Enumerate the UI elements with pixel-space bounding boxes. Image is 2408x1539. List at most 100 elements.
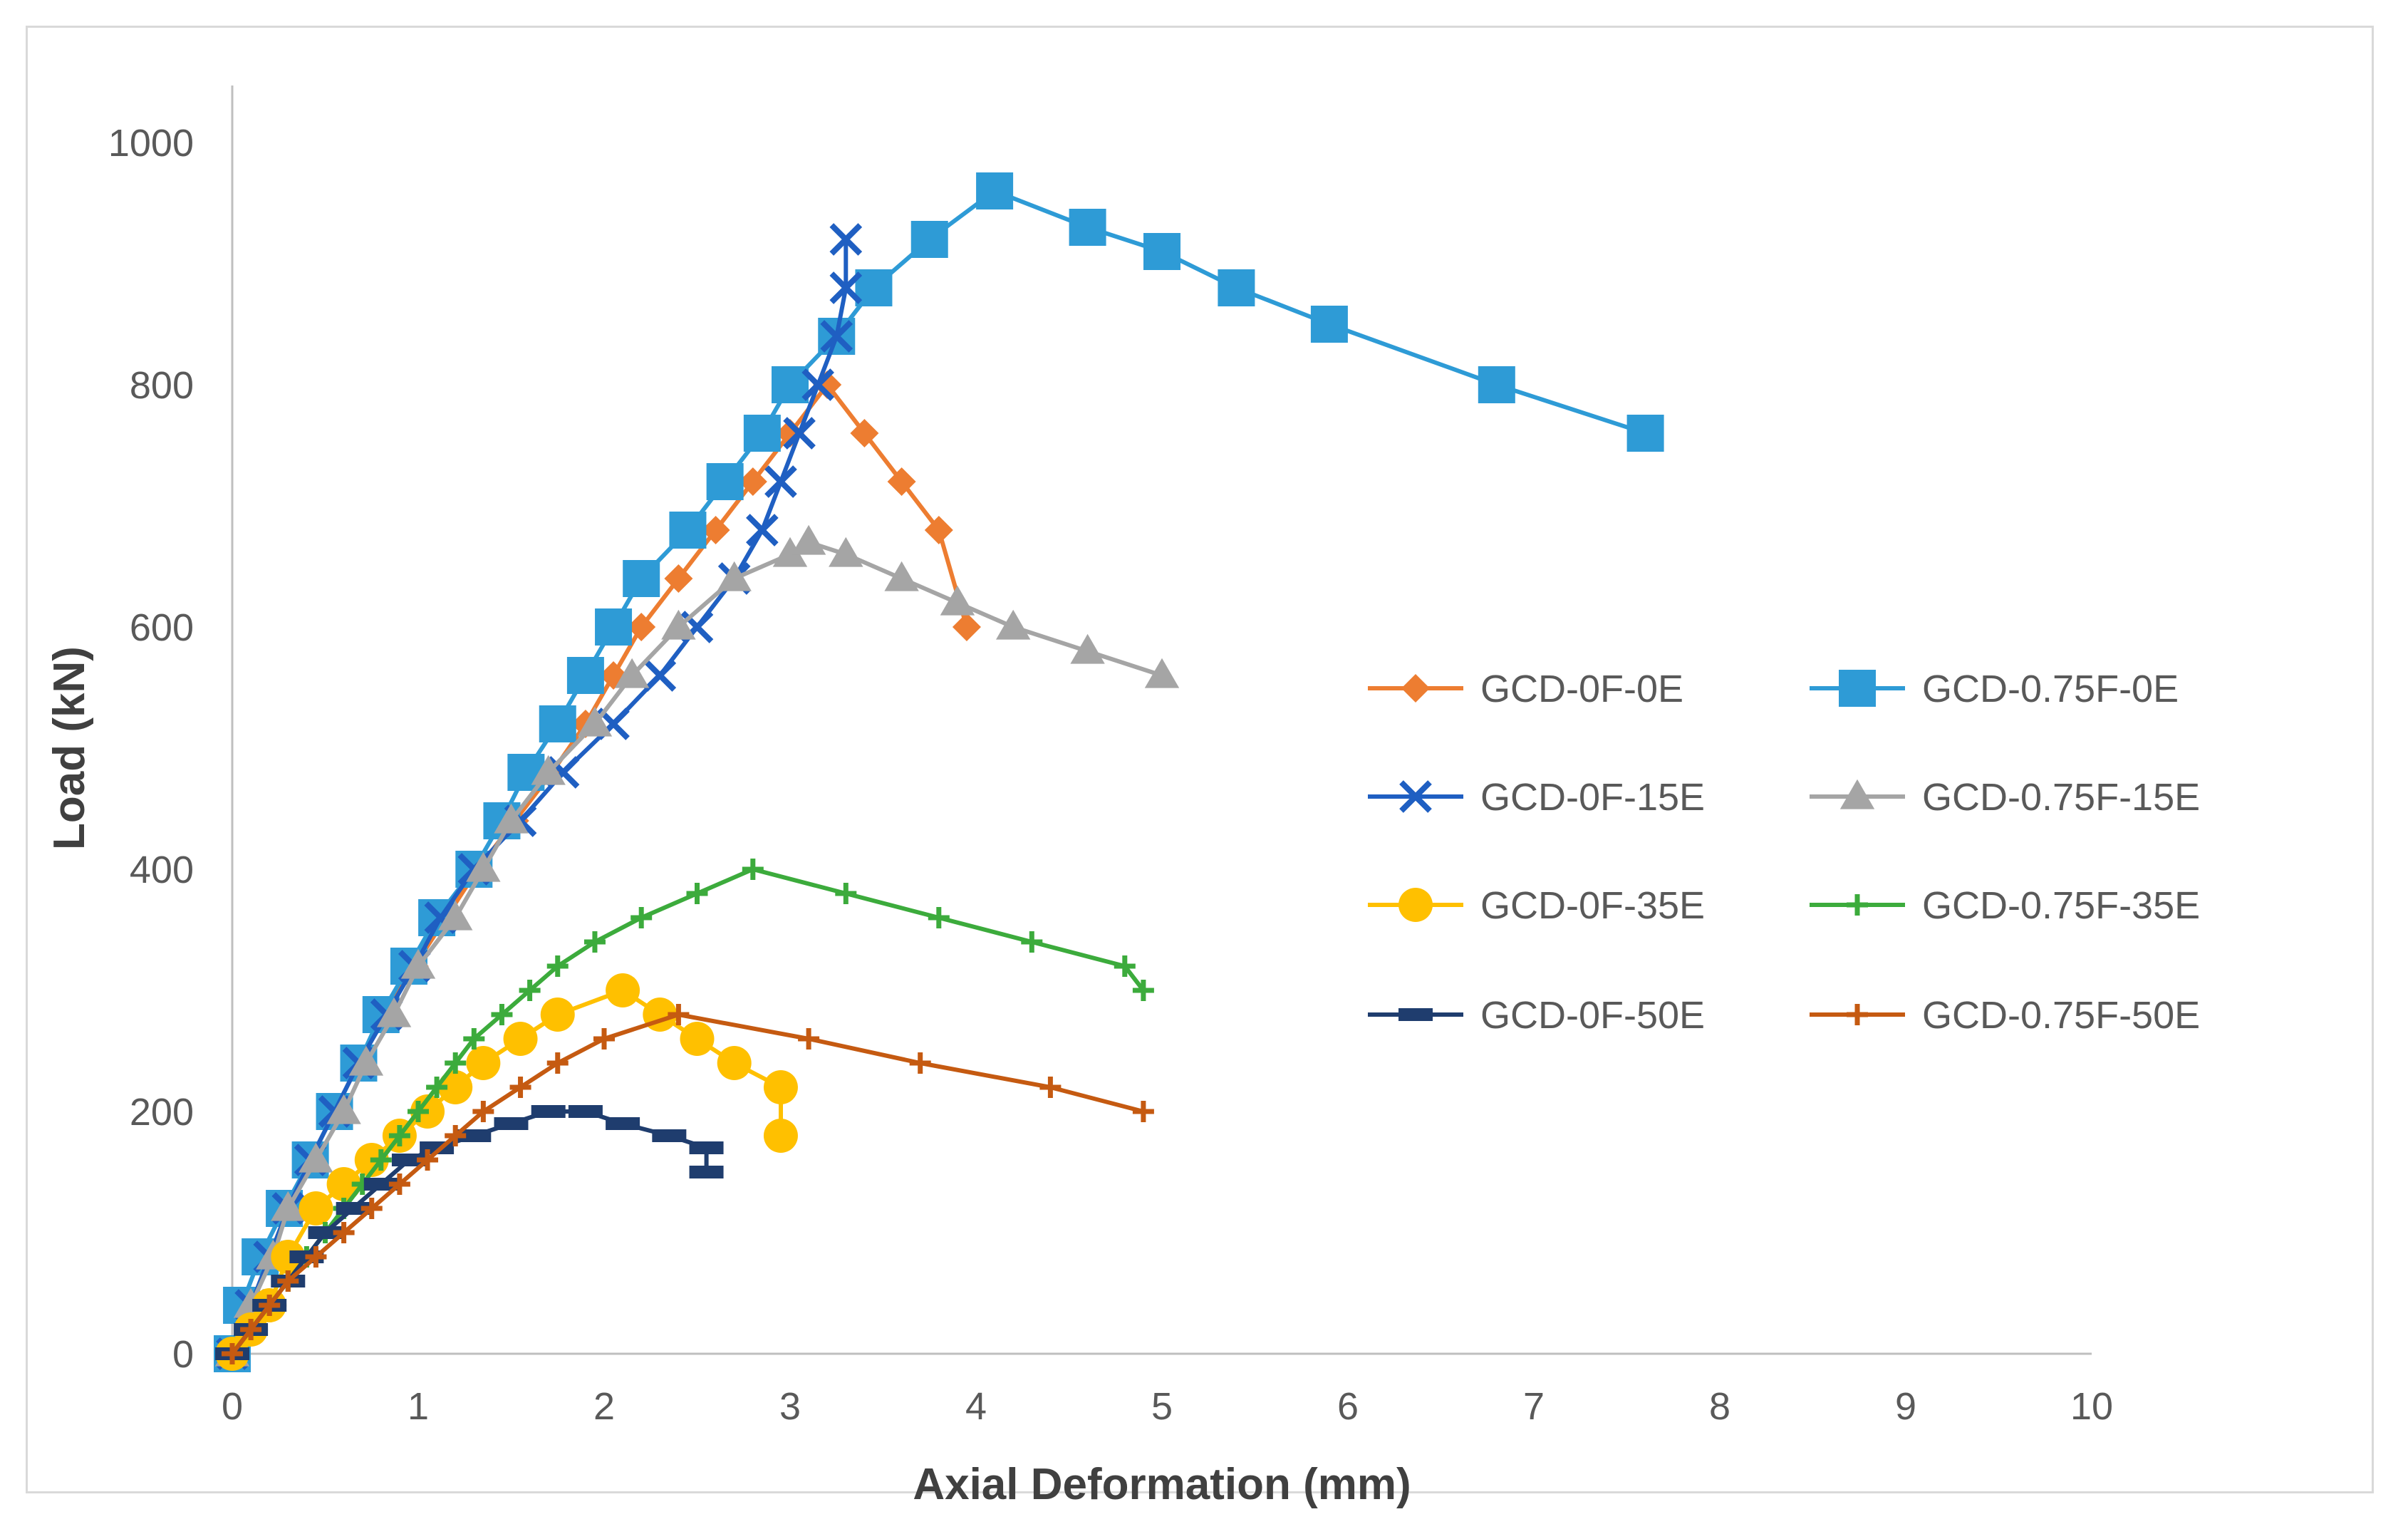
data-point: [546, 955, 569, 977]
data-point: [1132, 980, 1154, 1001]
data-point: [494, 1117, 529, 1130]
data-point: [829, 223, 863, 256]
x-tick-label: 7: [1523, 1385, 1545, 1428]
data-point: [519, 980, 541, 1001]
data-point: [531, 755, 566, 785]
data-point: [568, 1105, 603, 1118]
data-point: [491, 1004, 513, 1025]
data-point: [887, 467, 916, 496]
data-point: [630, 907, 653, 928]
legend-item: GCD-0.75F-35E: [1810, 884, 2200, 927]
series-line: [230, 189, 1646, 1354]
data-point: [664, 564, 693, 593]
data-point: [583, 931, 606, 953]
series-GCD-0F-50E: [215, 1105, 724, 1360]
data-point: [1039, 1077, 1062, 1098]
data-point: [466, 851, 501, 882]
data-point: [829, 271, 863, 304]
data-point: [717, 1046, 752, 1080]
data-point: [742, 859, 764, 880]
data-point: [391, 1154, 426, 1166]
data-point: [1398, 1008, 1433, 1021]
data-point: [952, 613, 981, 641]
legend-item: GCD-0F-15E: [1368, 776, 1705, 819]
data-point: [661, 609, 696, 640]
data-point: [299, 1142, 333, 1173]
data-point: [801, 368, 834, 401]
data-point: [305, 1246, 327, 1268]
series-line: [230, 867, 1146, 1355]
data-point: [606, 973, 640, 1007]
data-point: [850, 419, 879, 447]
data-point: [669, 512, 707, 549]
data-point: [463, 1028, 485, 1050]
legend-item: GCD-0.75F-50E: [1810, 994, 2200, 1037]
data-point: [445, 1125, 467, 1146]
data-point: [503, 1022, 538, 1056]
x-tick-label: 1: [408, 1385, 429, 1428]
data-point: [326, 1094, 361, 1124]
x-tick-label: 0: [222, 1385, 243, 1428]
legend-item: GCD-0.75F-0E: [1810, 668, 2179, 710]
data-point: [299, 1191, 333, 1226]
data-point: [336, 1202, 370, 1215]
data-point: [884, 561, 919, 591]
data-point: [360, 1198, 383, 1219]
data-point: [614, 658, 650, 688]
x-tick-label: 4: [965, 1385, 987, 1428]
data-point: [738, 467, 767, 496]
data-point: [531, 1105, 566, 1118]
data-point: [706, 463, 744, 500]
data-point: [623, 560, 660, 597]
data-point: [1114, 955, 1136, 977]
data-point: [764, 465, 797, 498]
data-point: [1399, 780, 1432, 813]
data-point: [996, 609, 1031, 640]
x-axis-title: Axial Deformation (mm): [913, 1460, 1411, 1509]
data-point: [1132, 1101, 1154, 1122]
x-tick-label: 9: [1895, 1385, 1916, 1428]
legend-label: GCD-0F-35E: [1480, 884, 1705, 927]
data-point: [376, 997, 412, 1027]
data-point: [1839, 779, 1875, 809]
data-point: [509, 1077, 531, 1098]
data-point: [472, 1101, 494, 1122]
series-GCD-0.75F-0E: [214, 172, 1664, 1372]
data-point: [595, 608, 633, 646]
data-point: [259, 1295, 281, 1316]
data-point: [388, 1125, 410, 1146]
data-point: [222, 1343, 243, 1364]
data-point: [791, 524, 826, 555]
data-point: [924, 516, 953, 544]
y-tick-label: 0: [172, 1333, 194, 1376]
x-tick-label: 6: [1337, 1385, 1359, 1428]
legend-item: GCD-0F-50E: [1368, 994, 1705, 1037]
data-point: [271, 1240, 306, 1274]
x-tick-label: 2: [593, 1385, 615, 1428]
data-point: [798, 1028, 820, 1050]
legend-label: GCD-0F-50E: [1480, 994, 1705, 1037]
data-point: [928, 907, 950, 928]
data-point: [940, 585, 975, 616]
series-layer: [214, 172, 1664, 1372]
data-point: [333, 1222, 355, 1243]
data-point: [835, 883, 857, 904]
legend-label: GCD-0.75F-0E: [1922, 668, 2179, 710]
y-axis-title: Load (kN): [45, 646, 94, 850]
legend-item: GCD-0.75F-15E: [1810, 776, 2200, 819]
data-point: [426, 1077, 448, 1098]
data-point: [363, 1178, 398, 1191]
data-point: [717, 561, 752, 591]
data-point: [445, 1052, 467, 1074]
data-point: [388, 1173, 410, 1195]
legend-label: GCD-0.75F-50E: [1922, 994, 2200, 1037]
y-tick-label: 400: [130, 849, 194, 891]
data-point: [277, 1270, 299, 1292]
data-point: [494, 803, 529, 834]
data-point: [566, 657, 604, 694]
y-tick-label: 1000: [108, 122, 194, 165]
data-point: [910, 221, 948, 258]
data-point: [308, 1226, 343, 1239]
legend-label: GCD-0F-15E: [1480, 776, 1705, 819]
